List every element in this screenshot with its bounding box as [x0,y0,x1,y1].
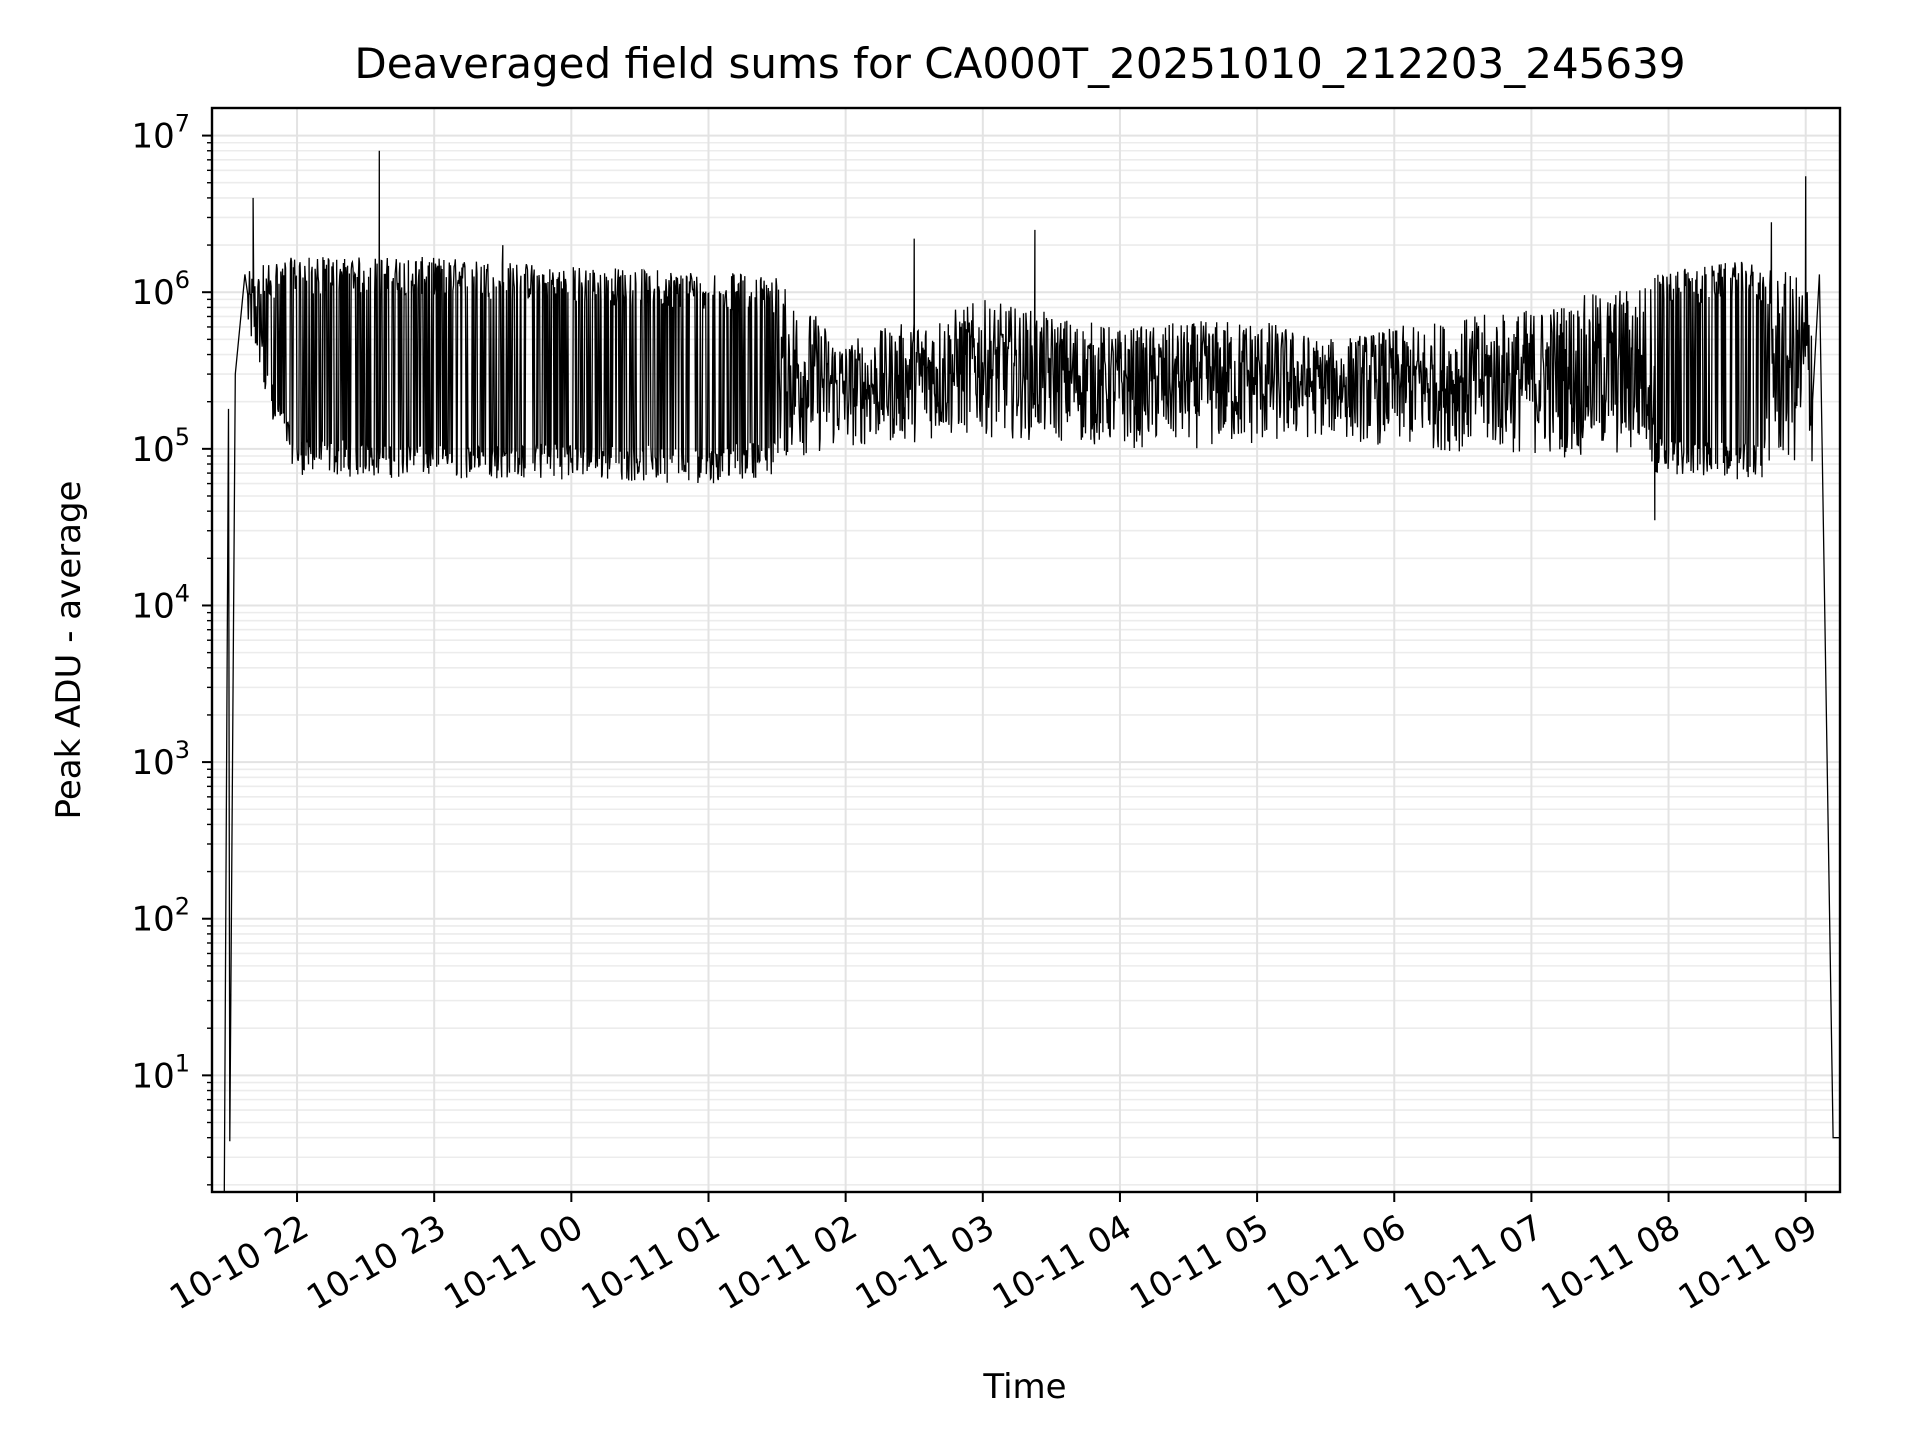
y-tick-label: 103 [131,736,190,783]
x-tick-label: 10-11 03 [849,1207,1001,1318]
y-tick-base: 10 [131,1056,174,1096]
y-tick-label: 107 [131,110,190,157]
y-tick-label: 106 [131,266,190,313]
plot-area [223,150,1840,1193]
x-tick-label: 10-11 05 [1123,1207,1275,1318]
x-tick-label: 10-11 07 [1398,1207,1550,1318]
x-tick-label: 10-11 02 [712,1207,864,1318]
y-tick-label: 101 [131,1049,190,1096]
x-tick-label: 10-11 00 [437,1207,589,1318]
y-tick-exponent: 1 [175,1049,190,1077]
y-tick-exponent: 6 [175,266,190,294]
y-tick-exponent: 4 [175,579,190,607]
y-tick-exponent: 3 [175,736,190,764]
x-tick-label: 10-11 04 [986,1207,1138,1318]
y-tick-base: 10 [131,117,174,157]
y-tick-base: 10 [131,430,174,470]
y-tick-label: 105 [131,423,190,470]
y-tick-base: 10 [131,900,174,940]
x-tick-label: 10-10 22 [163,1207,315,1318]
y-tick-exponent: 2 [175,893,190,921]
y-tick-base: 10 [131,743,174,783]
y-tick-label: 102 [131,893,190,940]
y-tick-base: 10 [131,273,174,313]
y-tick-base: 10 [131,586,174,626]
y-axis-label: Peak ADU - average [49,481,89,820]
y-tick-exponent: 7 [175,110,190,138]
x-axis-label: Time [982,1367,1066,1407]
series-line [223,150,1840,1193]
x-tick-label: 10-11 09 [1672,1207,1824,1318]
x-tick-label: 10-10 23 [300,1207,452,1318]
x-tick-label: 10-11 06 [1260,1207,1412,1318]
plot-frame [210,106,1842,1194]
y-tick-label: 104 [131,579,190,626]
x-tick-label: 10-11 01 [575,1207,727,1318]
x-tick-label: 10-11 08 [1535,1207,1687,1318]
chart-title: Deaveraged field sums for CA000T_2025101… [354,39,1685,88]
y-tick-exponent: 5 [175,423,190,451]
